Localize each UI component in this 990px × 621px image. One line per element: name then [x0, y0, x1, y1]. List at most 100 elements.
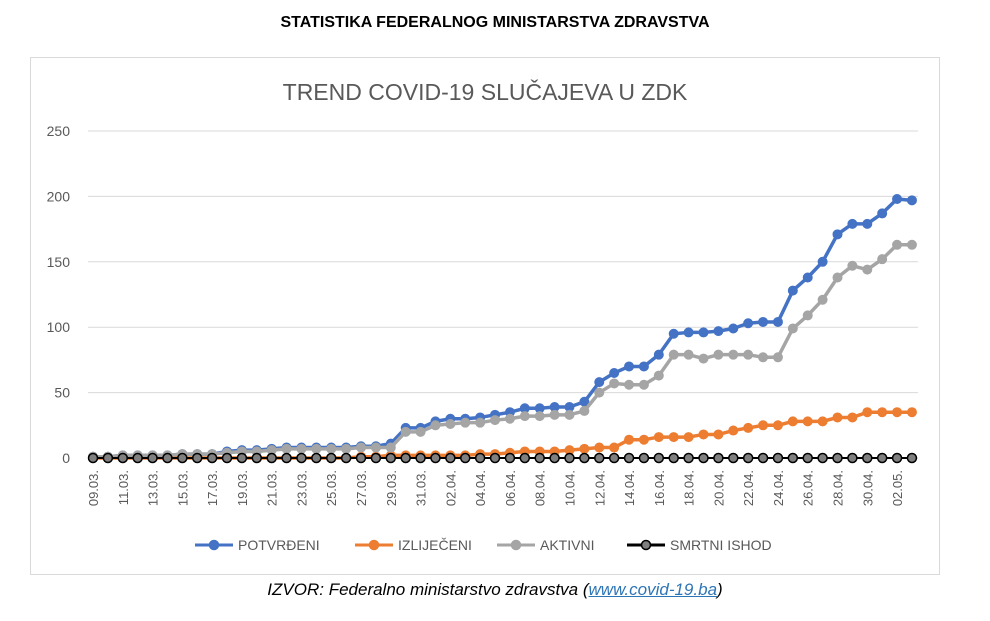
data-point — [251, 452, 263, 464]
x-tick-label: 29.03. — [384, 470, 399, 506]
data-point — [221, 452, 233, 464]
data-point — [385, 452, 397, 464]
data-point — [370, 452, 382, 464]
data-point — [430, 420, 441, 431]
data-point — [653, 370, 664, 381]
data-point — [668, 349, 679, 360]
data-point — [862, 407, 873, 418]
data-point — [638, 434, 649, 445]
data-point — [698, 452, 709, 464]
data-point — [802, 416, 813, 427]
data-point — [742, 452, 754, 464]
data-point — [698, 353, 709, 364]
data-point — [713, 452, 724, 464]
data-point — [698, 327, 709, 338]
data-point — [847, 412, 858, 423]
data-point — [564, 452, 575, 464]
data-point — [489, 452, 501, 464]
data-point — [758, 352, 769, 363]
data-point — [683, 432, 694, 443]
data-point — [832, 452, 843, 464]
data-point — [147, 452, 158, 464]
data-point — [668, 432, 679, 443]
data-point — [177, 452, 188, 464]
data-point — [296, 452, 307, 464]
source-note: IZVOR: Federalno ministarstvo zdravstva … — [0, 580, 990, 600]
x-tick-label: 20.04. — [711, 470, 726, 506]
data-point — [356, 442, 367, 453]
data-point — [876, 452, 888, 464]
data-point — [832, 272, 843, 283]
data-point — [117, 452, 129, 464]
data-point — [162, 452, 173, 464]
source-suffix: ) — [717, 580, 723, 599]
data-point — [743, 349, 754, 360]
x-tick-label: 17.03. — [205, 470, 220, 506]
data-point — [787, 452, 799, 464]
x-tick-label: 09.03. — [86, 470, 101, 506]
data-point — [728, 452, 739, 464]
x-tick-label: 16.04. — [652, 470, 667, 506]
x-tick-label: 27.03. — [354, 470, 369, 506]
source-link[interactable]: www.covid-19.ba — [588, 580, 718, 599]
data-point — [668, 328, 679, 339]
data-point — [847, 452, 858, 464]
data-point — [743, 318, 754, 329]
y-tick-label: 50 — [54, 385, 70, 401]
data-point — [683, 349, 694, 360]
data-point — [325, 452, 337, 464]
data-point — [772, 420, 783, 431]
data-point — [549, 452, 560, 464]
data-point — [638, 452, 650, 464]
data-point — [609, 367, 620, 378]
data-point — [817, 416, 828, 427]
data-point — [802, 310, 813, 321]
data-point — [102, 452, 114, 464]
x-tick-label: 11.03. — [116, 470, 131, 505]
data-point — [400, 452, 411, 464]
data-point — [832, 229, 843, 240]
y-tick-label: 250 — [47, 123, 71, 139]
x-tick-label: 13.03. — [146, 470, 161, 506]
data-point — [460, 417, 471, 428]
data-point — [772, 316, 783, 327]
data-point — [892, 239, 903, 250]
data-point — [564, 409, 575, 420]
data-point — [847, 260, 858, 271]
data-point — [445, 418, 456, 429]
data-point — [281, 443, 292, 454]
data-point — [579, 452, 590, 464]
data-point — [340, 452, 352, 464]
data-point — [906, 239, 917, 250]
x-tick-label: 19.03. — [235, 470, 250, 506]
data-point — [430, 452, 441, 464]
data-point — [683, 452, 694, 464]
data-point — [906, 452, 918, 464]
data-point — [728, 349, 739, 360]
legend-label: POTVRĐENI — [238, 537, 320, 553]
legend-marker — [368, 539, 380, 551]
data-point — [206, 452, 218, 464]
x-tick-label: 12.04. — [592, 470, 607, 506]
data-point — [519, 411, 530, 422]
data-point — [728, 323, 739, 334]
data-point — [743, 422, 754, 433]
data-point — [877, 208, 888, 219]
legend-marker — [208, 539, 220, 551]
data-point — [445, 452, 456, 464]
x-tick-label: 18.04. — [682, 470, 697, 506]
data-point — [474, 452, 486, 464]
y-tick-label: 100 — [47, 319, 71, 335]
x-tick-label: 31.03. — [414, 470, 429, 506]
legend-label: AKTIVNI — [540, 537, 594, 553]
data-point — [490, 415, 501, 426]
data-point — [549, 409, 560, 420]
data-point — [877, 254, 888, 265]
data-point — [624, 434, 635, 445]
data-point — [594, 452, 605, 464]
data-point — [579, 405, 590, 416]
data-point — [624, 379, 635, 390]
x-tick-label: 28.04. — [831, 470, 846, 506]
x-tick-label: 24.04. — [771, 470, 786, 506]
data-point — [355, 452, 367, 464]
